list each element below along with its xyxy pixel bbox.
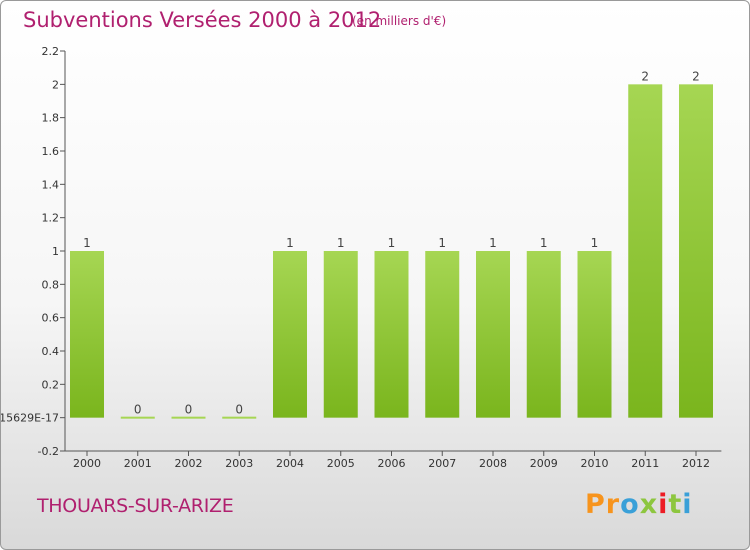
bar (70, 251, 104, 418)
value-label: 1 (591, 236, 599, 250)
logo-letter: o (620, 489, 640, 520)
bar (171, 416, 206, 419)
x-tick-label: 2004 (276, 457, 304, 470)
y-tick-label: 1 (52, 245, 59, 258)
x-tick-label: 2003 (225, 457, 253, 470)
proxiti-logo[interactable]: Proxiti (585, 489, 693, 520)
x-tick-label: 2005 (327, 457, 355, 470)
bar (526, 251, 561, 418)
x-tick-label: 2011 (631, 457, 659, 470)
x-tick-label: 2008 (479, 457, 507, 470)
value-label: 2 (641, 69, 649, 83)
y-tick-label: 2 (52, 78, 59, 91)
x-tick-label: 2010 (581, 457, 609, 470)
x-tick-label: 2002 (175, 457, 203, 470)
x-tick-label: 2001 (124, 457, 152, 470)
value-label: 1 (83, 236, 91, 250)
logo-letter: r (605, 489, 621, 520)
bar (374, 251, 409, 418)
logo-letter: i (658, 489, 669, 520)
y-tick-label: 0.2 (42, 378, 60, 391)
commune-name: THOUARS-SUR-ARIZE (37, 495, 234, 517)
value-label: 0 (235, 403, 243, 417)
logo-letter: i (682, 489, 693, 520)
chart-subtitle: (en milliers d'€) (352, 14, 447, 28)
value-label: 1 (438, 236, 446, 250)
value-label: 2 (692, 69, 700, 83)
y-tick-label: 1.4 (42, 178, 60, 191)
logo-letter: x (639, 489, 659, 520)
value-label: 1 (540, 236, 548, 250)
bar (222, 416, 257, 419)
x-tick-label: 2006 (378, 457, 406, 470)
chart-title: Subventions Versées 2000 à 2012 (23, 8, 382, 32)
y-tick-label: 0.4 (42, 345, 60, 358)
y-tick-label: 2.2 (42, 45, 60, 58)
y-tick-label: -1.15629E-17 (1, 412, 59, 425)
value-label: 0 (134, 403, 142, 417)
value-label: 1 (489, 236, 497, 250)
x-tick-label: 2000 (73, 457, 101, 470)
logo-letter: P (585, 489, 606, 520)
bar (476, 251, 510, 418)
bar (120, 416, 155, 419)
y-tick-label: -0.2 (38, 445, 59, 458)
bar (425, 251, 460, 418)
value-label: 0 (185, 403, 193, 417)
y-tick-label: 0.6 (42, 312, 60, 325)
x-tick-label: 2009 (530, 457, 558, 470)
bar (628, 84, 663, 418)
bar (679, 84, 713, 418)
bar (577, 251, 612, 418)
value-label: 1 (388, 236, 396, 250)
value-label: 1 (286, 236, 294, 250)
value-label: 1 (337, 236, 345, 250)
y-tick-label: 1.6 (42, 145, 60, 158)
bar (273, 251, 307, 418)
bar (323, 251, 358, 418)
y-tick-label: 0.8 (42, 278, 60, 291)
x-tick-label: 2007 (428, 457, 456, 470)
logo-letter: t (668, 489, 683, 520)
y-tick-label: 1.8 (42, 112, 60, 125)
x-tick-label: 2012 (682, 457, 710, 470)
y-tick-label: 1.2 (42, 212, 60, 225)
